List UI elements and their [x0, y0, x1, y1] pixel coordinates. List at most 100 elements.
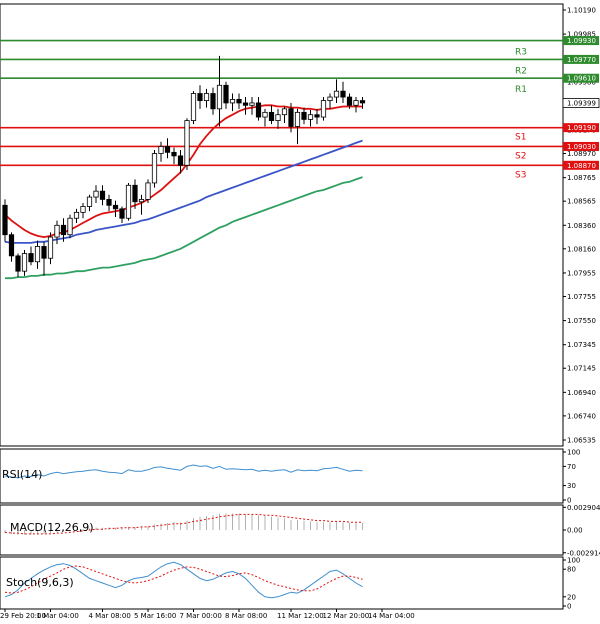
price-tick-label: 1.06740	[567, 412, 596, 420]
level-tag-label: 1.09610	[567, 75, 596, 83]
candle	[60, 218, 67, 242]
level-label-r3: R3	[515, 48, 527, 58]
candle-body	[60, 224, 67, 236]
candle-body	[288, 108, 294, 127]
candle	[93, 185, 99, 203]
candle-body	[132, 184, 138, 203]
candle-body	[54, 224, 60, 238]
candle-body	[138, 199, 145, 203]
rsi-label: RSI(14)	[2, 468, 42, 481]
price-tick-label: 1.08360	[567, 222, 596, 230]
price-tick-label: 1.06940	[567, 389, 596, 397]
candle	[34, 240, 41, 269]
candle-body	[359, 100, 366, 104]
candle-body	[242, 102, 249, 106]
stoch-tick-label: 100	[567, 557, 580, 565]
candle	[151, 150, 158, 188]
time-tick-label: 14 Mar 04:00	[368, 612, 415, 620]
candle-body	[41, 246, 47, 259]
time-tick-label: 8 Mar 08:00	[225, 612, 267, 620]
price-tick-label: 1.09985	[567, 31, 596, 39]
candle	[223, 81, 229, 109]
candle	[197, 85, 203, 109]
candle-body	[353, 100, 359, 106]
candle-body	[301, 111, 307, 120]
candle	[307, 110, 314, 127]
candle	[145, 179, 151, 203]
level-tag-label: 1.09030	[567, 143, 596, 151]
candle-body	[125, 184, 132, 219]
candle-body	[99, 190, 106, 200]
candle-body	[346, 96, 353, 106]
level-label-s3: S3	[515, 170, 526, 180]
level-tag-label: 1.08870	[567, 162, 596, 170]
stoch-label: Stoch(9,6,3)	[6, 576, 74, 589]
level-label-s2: S2	[515, 151, 526, 161]
candle-body	[327, 96, 333, 101]
candle	[340, 81, 346, 103]
candle-body	[164, 146, 171, 153]
ma-fast-line	[4, 104, 363, 239]
candle	[171, 147, 177, 165]
price-tick-label: 1.07550	[567, 317, 596, 325]
time-tick-label: 5 Mar 16:00	[134, 612, 176, 620]
candle	[320, 97, 327, 121]
candle-body	[119, 208, 125, 219]
candle	[346, 93, 353, 109]
rsi-pane: 100 70 30 0 RSI(14)	[0, 448, 580, 505]
level-tag-label: 1.09930	[567, 37, 596, 45]
time-tick-label: 4 Mar 08:00	[89, 612, 131, 620]
current-price-tag	[562, 98, 600, 108]
stoch-tick-label: 80	[567, 566, 576, 574]
candle	[99, 185, 106, 206]
candle	[132, 179, 138, 209]
candle	[190, 91, 197, 125]
candle	[80, 202, 86, 219]
candle	[294, 108, 301, 145]
candle-body	[2, 204, 8, 236]
rsi-frame	[0, 448, 564, 504]
time-tick-label: 11 Mar 12:00	[277, 612, 324, 620]
level-label-r2: R2	[515, 66, 527, 76]
level-label-s1: S1	[515, 133, 526, 143]
candle	[15, 253, 21, 278]
candle	[2, 199, 8, 242]
candle-body	[333, 90, 340, 98]
level-tag-label: 1.09770	[567, 56, 596, 64]
price-tick-label: 1.10190	[567, 7, 596, 15]
candle-body	[171, 151, 177, 157]
stoch-d-line	[4, 565, 363, 594]
candle	[288, 102, 294, 133]
candle-body	[80, 206, 86, 213]
rsi-tick-label: 30	[567, 482, 576, 490]
candle-body	[210, 93, 216, 110]
candle	[119, 206, 125, 223]
candle	[112, 200, 119, 218]
candle	[236, 93, 242, 109]
candle	[138, 194, 145, 215]
stoch-k-line	[4, 561, 363, 599]
candle-body	[106, 199, 112, 206]
level-label-r1: R1	[515, 85, 527, 95]
level-tag-label: 1.09190	[567, 124, 596, 132]
candle-body	[268, 111, 275, 121]
candle	[262, 108, 268, 127]
level-tag-bg	[563, 123, 599, 133]
candle	[301, 107, 307, 125]
price-tick-label: 1.07755	[567, 293, 596, 301]
candle	[268, 105, 275, 125]
stoch-tick-label: 20	[567, 593, 576, 601]
candle	[86, 194, 93, 212]
price-pane-frame	[0, 3, 564, 447]
candle	[216, 55, 223, 127]
candle-body	[15, 255, 21, 272]
level-tag-bg	[563, 36, 599, 46]
candle-body	[151, 153, 158, 184]
candle	[275, 108, 281, 129]
candle	[229, 93, 236, 112]
level-tag-bg	[563, 141, 599, 151]
candle	[41, 241, 47, 276]
candle	[327, 93, 333, 109]
